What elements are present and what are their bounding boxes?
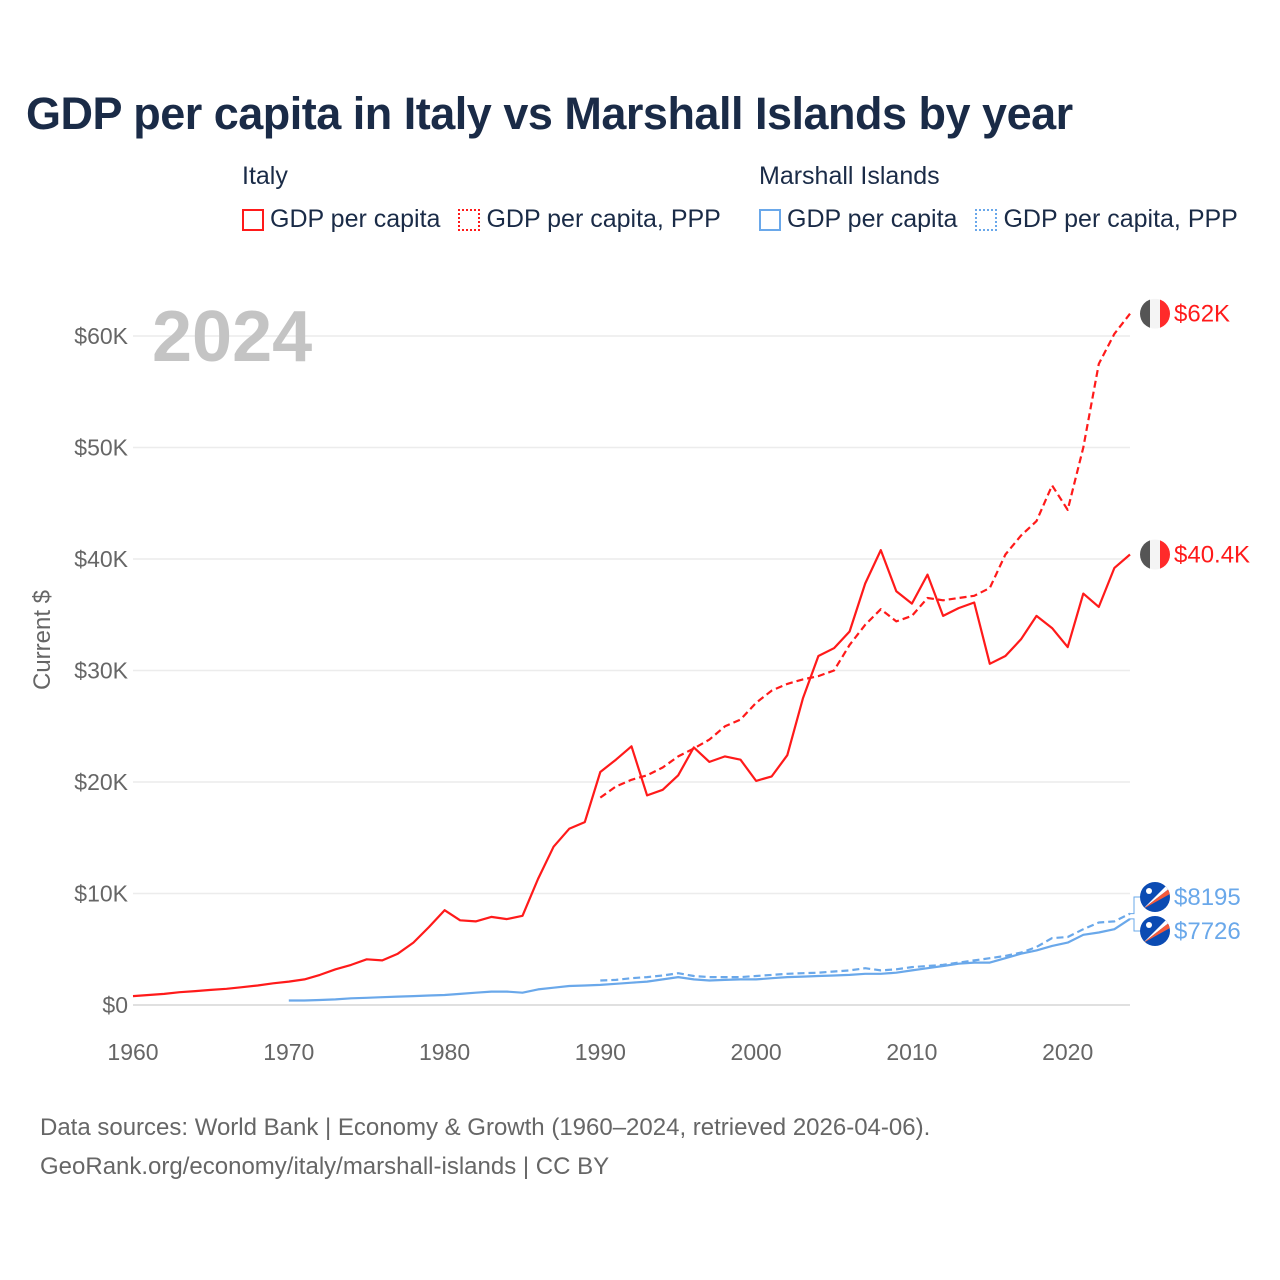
y-tick-label: $40K	[74, 546, 128, 572]
x-tick-label: 1970	[263, 1039, 314, 1065]
legend-label: GDP per capita, PPP	[1003, 205, 1238, 233]
source-line-1: Data sources: World Bank | Economy & Gro…	[40, 1114, 931, 1141]
flag-stripe	[1160, 298, 1170, 329]
series-line	[599, 313, 1131, 799]
source-line-2[interactable]: GeoRank.org/economy/italy/marshall-islan…	[40, 1153, 610, 1180]
y-tick-label: $30K	[74, 658, 128, 684]
marshall-islands-flag-icon	[1140, 916, 1170, 946]
y-axis-label: Current $	[29, 590, 56, 690]
y-tick-label: $10K	[74, 881, 128, 907]
x-tick-label: 1960	[107, 1039, 158, 1065]
italy-flag-icon	[1140, 298, 1170, 329]
flag-stripe	[1140, 539, 1150, 570]
x-tick-label: 2020	[1042, 1039, 1093, 1065]
flag-star	[1146, 922, 1152, 928]
flag-stripe	[1140, 298, 1150, 329]
marshall-islands-flag-icon	[1140, 882, 1170, 912]
x-tick-label: 2000	[731, 1039, 782, 1065]
end-value-label: $8195	[1174, 884, 1241, 911]
y-tick-label: $0	[102, 992, 128, 1018]
legend-country-label: Italy	[242, 162, 288, 190]
legend-swatch-dotted	[458, 208, 481, 231]
flag-stripe	[1143, 916, 1170, 943]
flag-star	[1146, 888, 1152, 894]
legend-item-italy-ppp[interactable]: GDP per capita, PPP	[458, 205, 721, 234]
y-tick-label: $60K	[74, 323, 128, 349]
legend-group-italy: Italy GDP per capita GDP per capita, PPP	[242, 162, 721, 234]
x-tick-label: 1990	[575, 1039, 626, 1065]
legend-label: GDP per capita	[787, 205, 958, 233]
legend-item-mh-gdp[interactable]: GDP per capita	[759, 205, 957, 234]
end-value-label: $40.4K	[1174, 542, 1250, 569]
series-line	[288, 917, 1131, 1002]
flag-stripe	[1143, 888, 1170, 909]
year-watermark: 2024	[152, 297, 313, 377]
leader-line	[1130, 896, 1140, 915]
legend-group-marshall-islands: Marshall Islands GDP per capita GDP per …	[759, 162, 1238, 234]
legend-country-label: Marshall Islands	[759, 162, 940, 190]
series-line	[132, 548, 1131, 998]
x-tick-label: 2010	[886, 1039, 937, 1065]
legend-swatch-dotted	[975, 208, 998, 231]
flag-stripe	[1143, 882, 1170, 909]
chart-title: GDP per capita in Italy vs Marshall Isla…	[26, 88, 1073, 139]
end-value-label: $62K	[1174, 301, 1230, 328]
flag-stripe	[1160, 539, 1170, 570]
legend-item-mh-ppp[interactable]: GDP per capita, PPP	[975, 205, 1238, 234]
data-source: Data sources: World Bank | Economy & Gro…	[40, 1108, 930, 1186]
legend-label: GDP per capita	[270, 205, 441, 233]
end-value-label: $7726	[1174, 918, 1241, 945]
flag-stripe	[1150, 539, 1160, 570]
legend-item-italy-gdp[interactable]: GDP per capita	[242, 205, 440, 234]
legend-swatch-solid	[242, 208, 264, 231]
legend-swatch-solid	[759, 208, 781, 231]
x-tick-label: 1980	[419, 1039, 470, 1065]
y-tick-label: $50K	[74, 435, 128, 461]
flag-stripe	[1150, 298, 1160, 329]
italy-flag-icon	[1140, 539, 1170, 570]
series-line	[600, 912, 1131, 982]
leader-line	[1130, 918, 1140, 932]
flag-stripe	[1143, 922, 1170, 943]
legend-label: GDP per capita, PPP	[486, 205, 721, 233]
y-tick-label: $20K	[74, 769, 128, 795]
